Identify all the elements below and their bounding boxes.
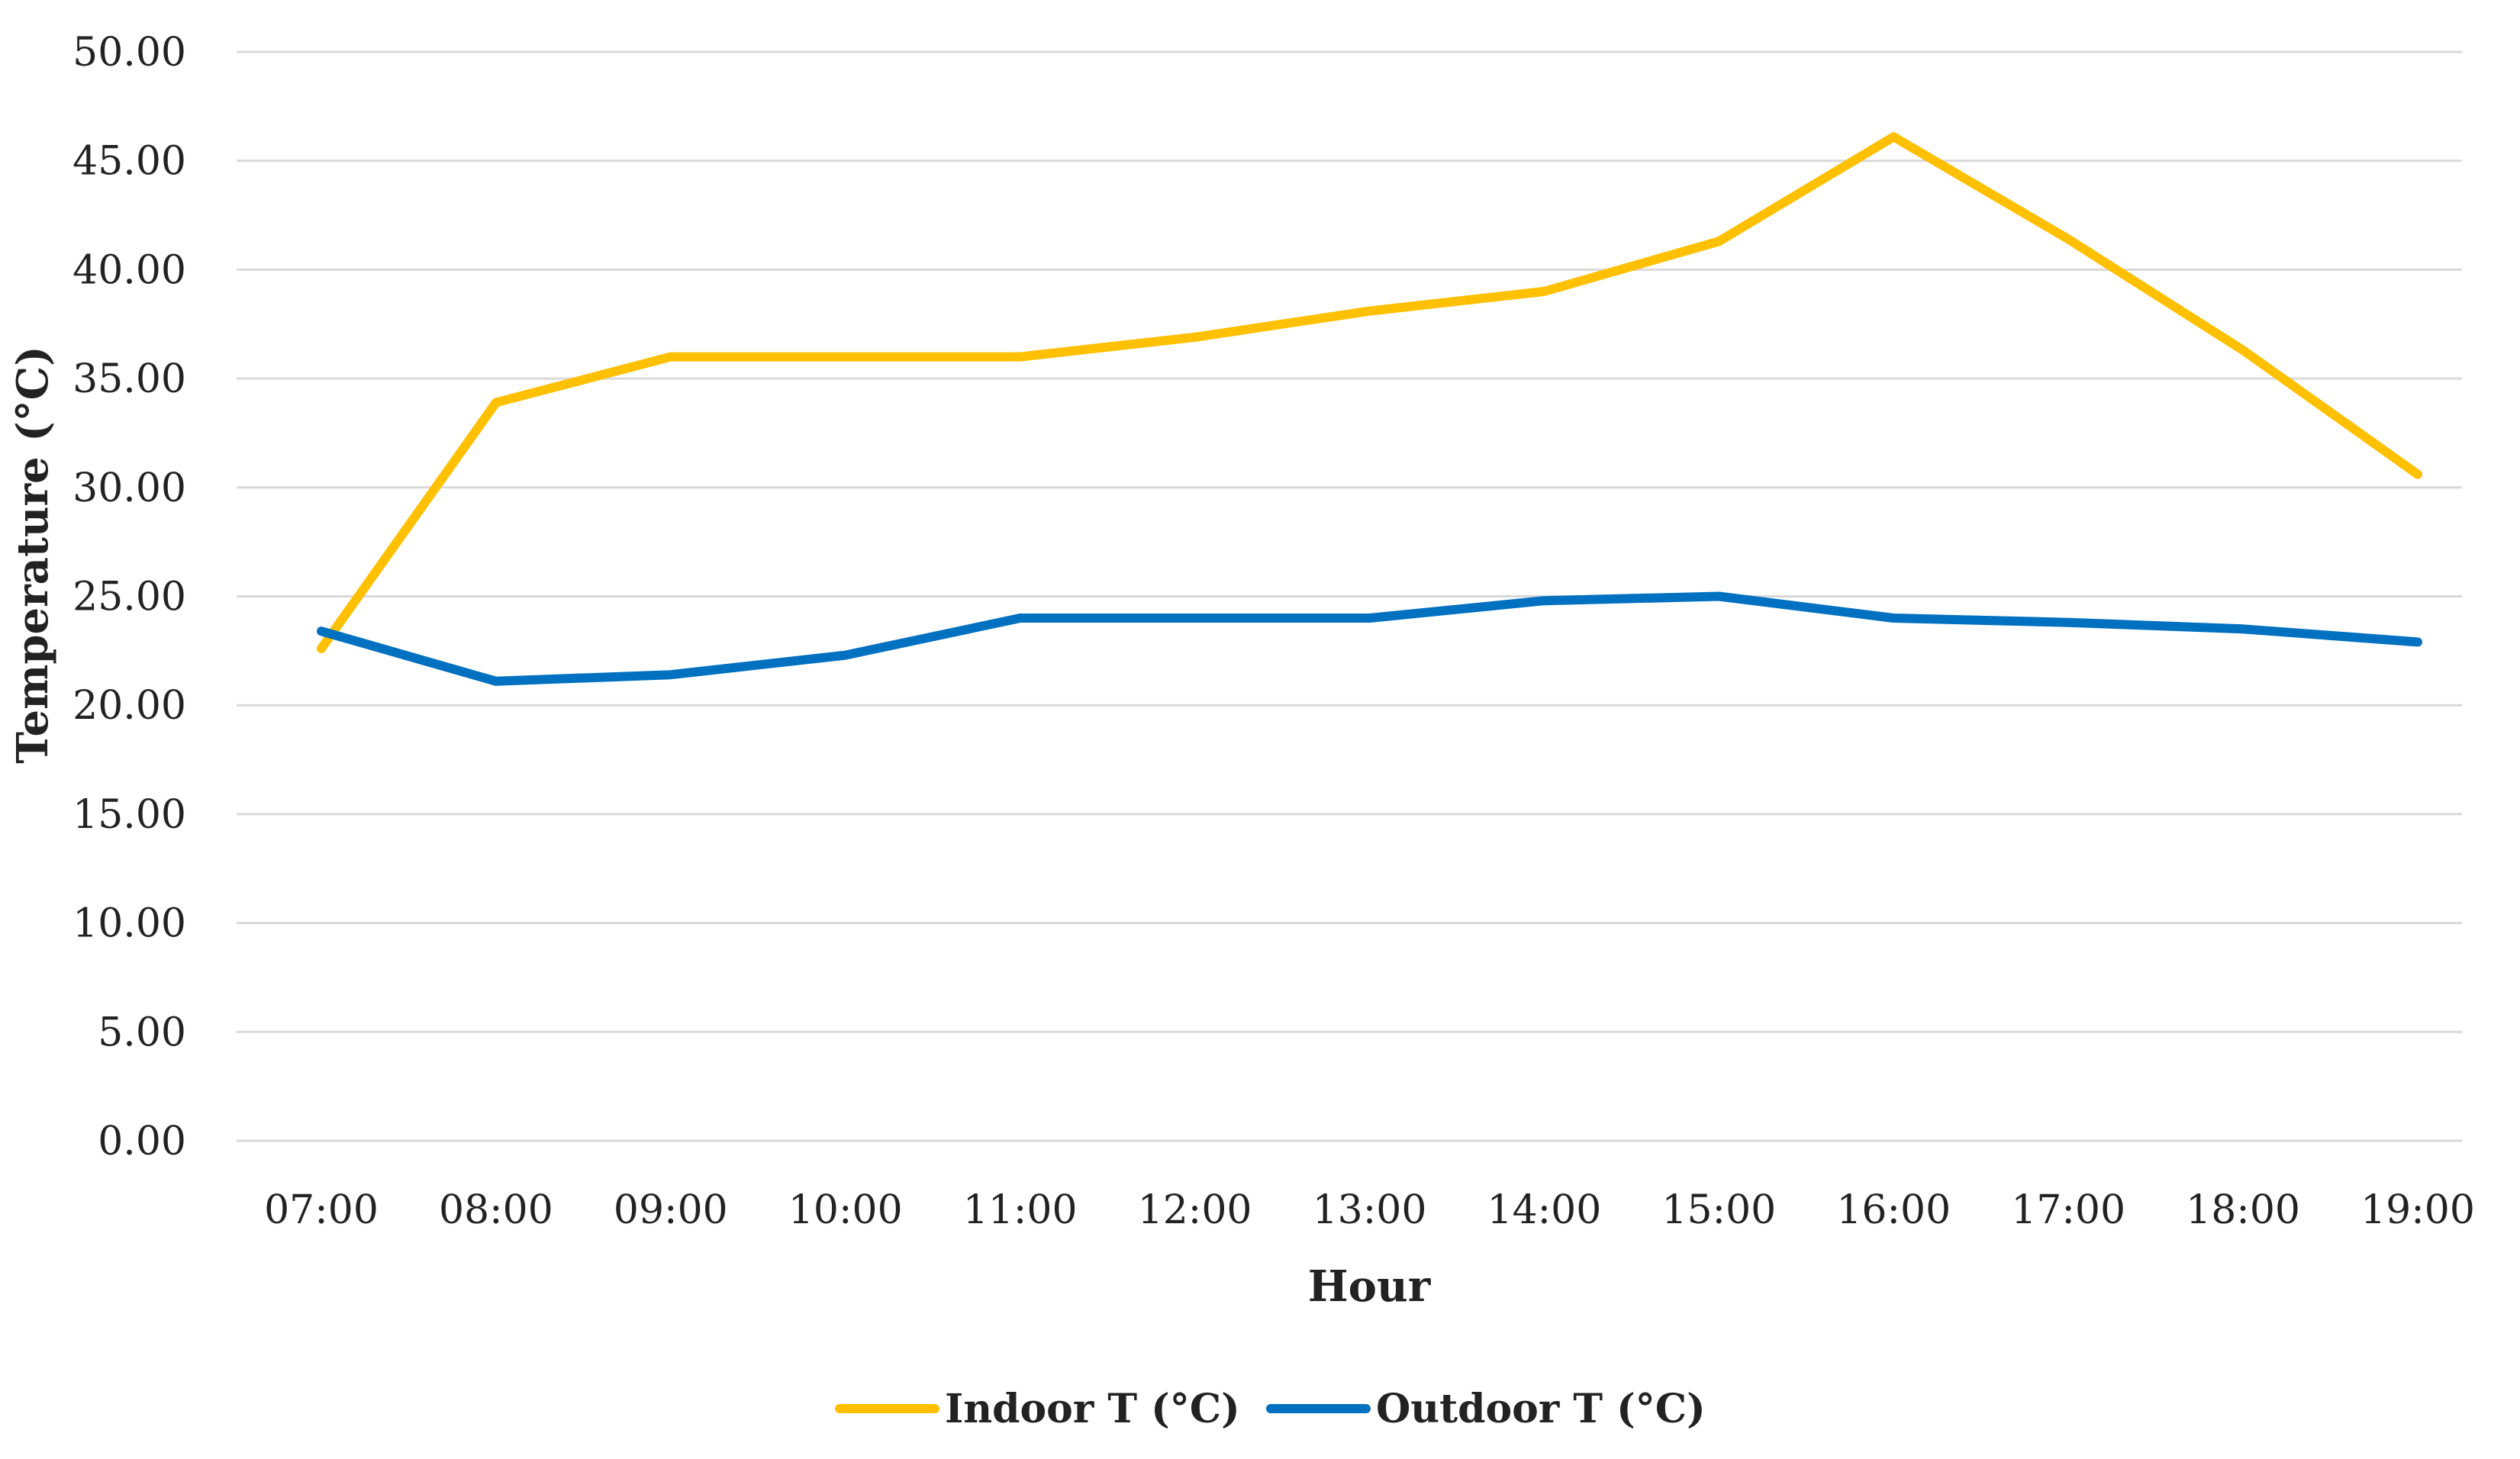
y-tick-label: 0.00 — [98, 1119, 186, 1164]
y-axis-title: Temperature (°C) — [8, 346, 58, 763]
y-tick-label: 50.00 — [73, 30, 186, 76]
legend: Indoor T (°C) Outdoor T (°C) — [835, 1386, 1706, 1432]
series-lines — [317, 132, 2422, 686]
x-tick-label: 14:00 — [1487, 1187, 1601, 1233]
x-tick-label: 09:00 — [614, 1187, 728, 1233]
x-tick-label: 17:00 — [2011, 1187, 2125, 1233]
y-tick-labels: 0.00 5.00 10.00 15.00 20.00 25.00 30.00 35.00 40… — [73, 30, 186, 1164]
x-tick-label: 08:00 — [439, 1187, 553, 1233]
y-tick-label: 30.00 — [73, 465, 186, 511]
x-tick-label: 11:00 — [963, 1187, 1078, 1233]
x-tick-label: 10:00 — [788, 1187, 903, 1233]
x-tick-labels: 07:00 08:00 09:00 10:00 11:00 12:00 13:00 14:00… — [264, 1187, 2475, 1233]
x-tick-label: 15:00 — [1661, 1187, 1776, 1233]
series-line-1 — [317, 591, 2422, 686]
x-tick-label: 18:00 — [2186, 1187, 2300, 1233]
y-tick-label: 15.00 — [73, 792, 186, 838]
y-tick-label: 20.00 — [73, 683, 186, 729]
y-tick-label: 45.00 — [73, 139, 186, 185]
x-tick-label: 07:00 — [264, 1187, 379, 1233]
y-tick-label: 40.00 — [73, 247, 186, 293]
x-tick-label: 13:00 — [1313, 1187, 1427, 1233]
x-tick-label: 12:00 — [1138, 1187, 1252, 1233]
legend-label-0: Indoor T (°C) — [945, 1386, 1240, 1432]
legend-label-1: Outdoor T (°C) — [1376, 1386, 1706, 1432]
x-tick-label: 19:00 — [2360, 1187, 2475, 1233]
x-tick-label: 16:00 — [1836, 1187, 1951, 1233]
y-tick-label: 35.00 — [73, 356, 186, 402]
y-tick-label: 10.00 — [73, 901, 186, 947]
series-line-0 — [317, 132, 2422, 653]
y-tick-label: 25.00 — [73, 575, 186, 620]
x-axis-title: Hour — [1308, 1261, 1432, 1312]
y-tick-label: 5.00 — [98, 1010, 186, 1055]
gridlines — [237, 50, 2462, 1142]
